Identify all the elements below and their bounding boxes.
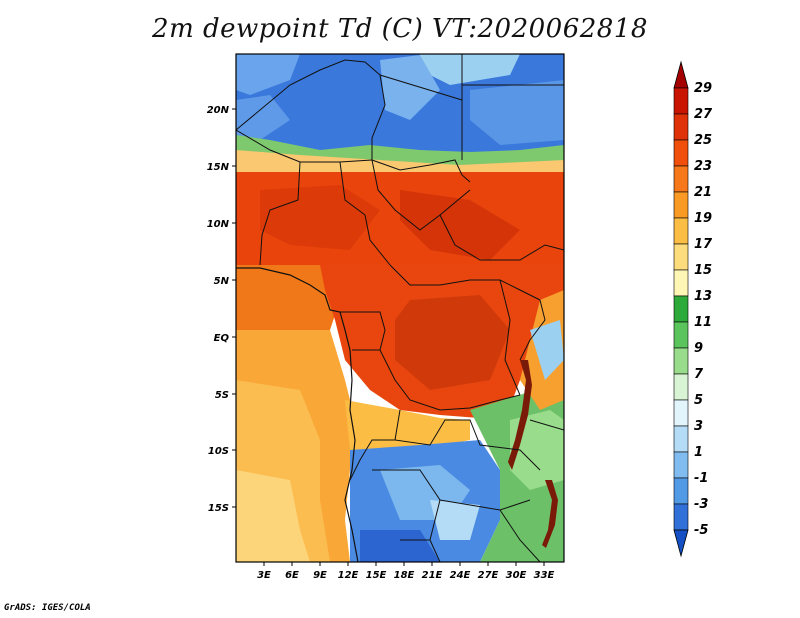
map-frame — [235, 53, 565, 563]
rift-lakes — [508, 360, 532, 470]
lon-label: 33E — [534, 570, 555, 581]
lon-label: 27E — [478, 570, 499, 581]
colorbar-segment — [673, 477, 689, 505]
colorbar-label: 11 — [694, 315, 712, 330]
lon-label: 12E — [338, 570, 359, 581]
lat-label: 5N — [214, 276, 230, 287]
colorbar-segment — [673, 217, 689, 245]
colorbar-segment — [673, 269, 689, 297]
colorbar-label: 13 — [694, 289, 712, 304]
colorbar-label: 3 — [694, 419, 703, 434]
colorbar-label: 9 — [694, 341, 703, 356]
colorbar-segment — [673, 373, 689, 401]
colorbar-segment — [673, 139, 689, 167]
lat-label: 15N — [207, 162, 230, 173]
colorbar-label: 29 — [694, 81, 712, 96]
country-borders — [236, 54, 564, 562]
colorbar-label: 19 — [694, 211, 712, 226]
colorbar-segment — [673, 295, 689, 323]
colorbar-arrow-bottom — [673, 529, 689, 558]
colorbar-label: 15 — [694, 263, 712, 278]
lon-label: 30E — [506, 570, 527, 581]
colorbar-label: -3 — [694, 497, 708, 512]
sahara-light-patches — [236, 54, 300, 95]
credit-text: GrADS: IGES/COLA — [4, 603, 91, 613]
colorbar-label: 27 — [694, 107, 713, 122]
map-title: 2m dewpoint Td (C) VT:2020062818 — [152, 14, 648, 44]
colorbar-label: 7 — [694, 367, 704, 382]
lat-axis: 20N 15N 10N 5N EQ 5S 10S 15S — [207, 105, 236, 514]
colorbar-segment — [673, 321, 689, 349]
colorbar-segment — [673, 503, 689, 531]
lon-axis: 3E 6E 9E 12E 15E 18E 21E 24E 27E 30E 33E — [257, 562, 555, 581]
colorbar-arrow-top — [673, 60, 689, 89]
colorbar-label: 17 — [694, 237, 713, 252]
colorbar-label: -5 — [694, 523, 708, 538]
colorbar-segment — [673, 347, 689, 375]
colorbar-label: 5 — [694, 393, 703, 408]
colorbar-segment — [673, 87, 689, 115]
dewpoint-field — [236, 54, 564, 562]
colorbar-segment — [673, 191, 689, 219]
lon-label: 21E — [422, 570, 443, 581]
colorbar-label: 1 — [694, 445, 703, 460]
colorbar-label: 23 — [694, 159, 712, 174]
lon-label: 3E — [257, 570, 271, 581]
lon-label: 9E — [313, 570, 327, 581]
colorbar-segment — [673, 165, 689, 193]
colorbar-segment — [673, 113, 689, 141]
colorbar-segment — [673, 243, 689, 271]
colorbar-segment — [673, 399, 689, 427]
lat-label: 10S — [208, 446, 229, 457]
gulf-region — [236, 265, 340, 330]
lat-label: 20N — [207, 105, 230, 116]
colorbar-label: 21 — [694, 185, 712, 200]
colorbar-segment — [673, 451, 689, 479]
colorbar: 29 27 25 23 21 19 17 15 13 11 9 7 5 3 1 -1 -3 -5 — [673, 60, 713, 558]
lon-label: 15E — [366, 570, 387, 581]
lat-label: 15S — [208, 503, 229, 514]
colorbar-label: -1 — [694, 471, 708, 486]
lon-label: 18E — [394, 570, 415, 581]
colorbar-segment — [673, 425, 689, 453]
lat-label: 10N — [207, 219, 230, 230]
lat-label: EQ — [214, 333, 230, 344]
colorbar-label: 25 — [694, 133, 712, 148]
lon-label: 6E — [285, 570, 299, 581]
lat-label: 5S — [215, 390, 229, 401]
lon-label: 24E — [450, 570, 471, 581]
